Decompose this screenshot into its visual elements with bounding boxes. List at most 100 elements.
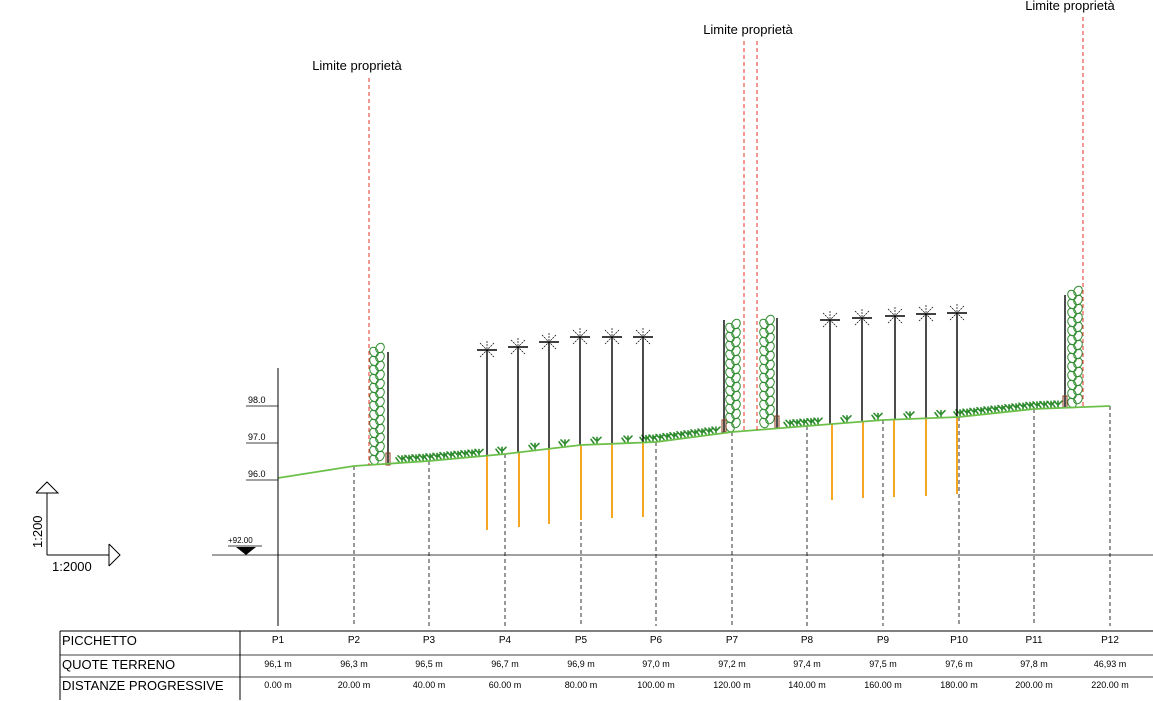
table-cell: P4: [499, 635, 512, 646]
table-cell: P11: [1025, 635, 1042, 646]
shrub-sprig: [667, 431, 679, 441]
hedge-leaf: [369, 346, 379, 358]
hedge-leaf: [731, 381, 741, 393]
shrub-sprig: [981, 406, 993, 415]
hedge-leaf: [369, 445, 379, 457]
table-cell: P12: [1101, 635, 1119, 646]
hedge-leaf: [731, 408, 741, 420]
hedge-leaf: [375, 396, 385, 408]
table-cell: 160.00 m: [864, 680, 902, 690]
hedge-leaf: [1067, 325, 1077, 337]
hedge-leaf: [725, 322, 735, 334]
light-icon: [510, 338, 526, 356]
shrub-sprig: [974, 406, 986, 416]
light-icon: [918, 305, 934, 323]
property-limit-label: Limite proprietà: [1025, 0, 1115, 13]
hedge-leaf: [731, 327, 741, 339]
table-cell: 96,3 m: [340, 659, 368, 669]
hedge-leaf: [759, 318, 769, 330]
shrub-sprig: [621, 435, 633, 444]
vegetation-group: [369, 285, 1083, 466]
table-cell: 140.00 m: [788, 680, 826, 690]
foundations-group: [486, 417, 958, 530]
table-cell: 46,93 m: [1094, 659, 1127, 669]
shrub-sprig: [528, 442, 540, 452]
hedge-leaf: [759, 345, 769, 357]
light-icon: [604, 328, 620, 346]
hedge-leaf: [759, 372, 769, 384]
ground-profile-line: [277, 405, 1111, 479]
hedge-leaf: [731, 390, 741, 402]
table-cell: P9: [877, 635, 890, 646]
shrub-sprig: [646, 434, 658, 443]
table-cell: 96,9 m: [567, 659, 595, 669]
hedge-leaf: [1067, 334, 1077, 346]
shrub-sprig: [558, 439, 570, 448]
shrub-sprig: [1044, 400, 1056, 410]
hedge-leaf: [1067, 379, 1077, 391]
table-cell: P3: [423, 635, 436, 646]
shrub-sprig: [472, 448, 484, 458]
hedge-leaf: [1073, 330, 1083, 342]
hedge-leaf: [731, 417, 741, 429]
hedge-leaf: [765, 404, 775, 416]
table-cell: P8: [801, 635, 814, 646]
hedge-leaf: [765, 368, 775, 380]
shrub-sprig: [953, 409, 965, 418]
shrub-sprig: [967, 407, 979, 417]
shrub-sprig: [444, 451, 456, 460]
hedge-leaf: [369, 391, 379, 403]
hedge-leaf: [725, 376, 735, 388]
hedge-leaf: [725, 412, 735, 424]
table-row-header: QUOTE TERRENO: [62, 657, 175, 672]
hedge-leaf: [369, 427, 379, 439]
hedge-leaf: [725, 340, 735, 352]
scale-indicator: [35, 481, 121, 567]
hedge-leaf: [1073, 339, 1083, 351]
shrub-sprig: [903, 411, 915, 420]
table-cell: 97,4 m: [793, 659, 821, 669]
shrub-sprig: [653, 433, 665, 443]
datum-label: +92.00: [228, 536, 253, 545]
hedge-leaf: [369, 373, 379, 385]
shrub-sprig: [1030, 401, 1042, 410]
hedge-leaf: [1067, 370, 1077, 382]
shrub-sprig: [688, 429, 700, 438]
hedge-leaf: [725, 385, 735, 397]
hedge-leaf: [375, 378, 385, 390]
hedge-leaf: [375, 351, 385, 363]
table-cell: P2: [348, 635, 361, 646]
hedge-leaf: [375, 342, 385, 354]
shrub-sprig: [709, 426, 721, 435]
elevation-tick-label: 98.0: [248, 395, 266, 405]
table-cell: 96,7 m: [491, 659, 519, 669]
light-icon: [479, 341, 495, 359]
hedge-leaf: [725, 349, 735, 361]
light-icon: [635, 328, 651, 346]
shrub-sprig: [988, 405, 1000, 414]
shrub-sprig: [458, 449, 470, 459]
datum-triangle-icon: [236, 547, 256, 555]
hedge-leaf: [1067, 298, 1077, 310]
hedge-leaf: [765, 359, 775, 371]
arrow-up-icon: [35, 481, 60, 494]
hedge-leaf: [1073, 348, 1083, 360]
shrub-sprig: [934, 409, 946, 419]
property-limit-label: Limite proprietà: [703, 22, 793, 37]
shrub-sprig: [465, 449, 477, 458]
table-cell: P5: [575, 635, 588, 646]
shrub-sprig: [1009, 403, 1021, 412]
shrub-sprig: [1023, 401, 1035, 411]
shrub-sprig: [430, 452, 442, 462]
elevation-tick-97: 97.0: [246, 432, 278, 444]
hedge-leaf: [759, 363, 769, 375]
hedge-leaf: [1067, 289, 1077, 301]
hedge-leaf: [1067, 388, 1077, 400]
hedge-leaf: [725, 331, 735, 343]
section-grid: [353, 406, 1111, 626]
shrub-sprig: [871, 412, 883, 422]
light-icon: [887, 307, 903, 325]
hedge-leaf: [369, 400, 379, 412]
hedge-leaf: [375, 423, 385, 435]
